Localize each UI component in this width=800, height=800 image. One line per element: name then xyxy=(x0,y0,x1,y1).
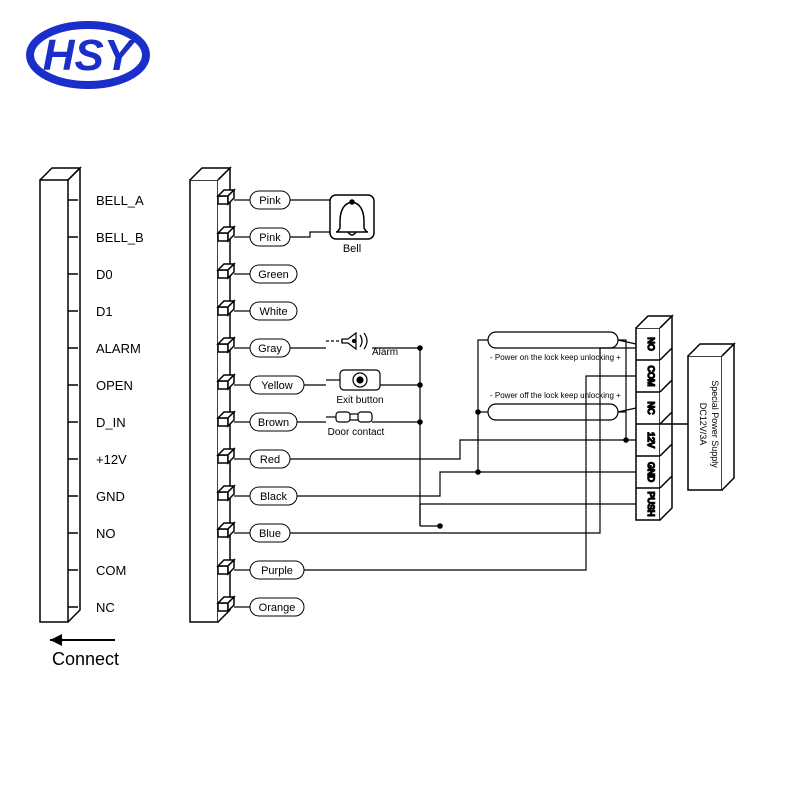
svg-text:Pink: Pink xyxy=(259,232,281,244)
wire xyxy=(420,504,636,526)
color-pill: Yellow xyxy=(234,376,304,394)
svg-text:−: − xyxy=(500,332,508,347)
svg-text:Orange: Orange xyxy=(259,602,296,614)
middle-connector xyxy=(190,168,234,622)
terminal-label: NO xyxy=(96,526,116,541)
svg-text:−: − xyxy=(500,404,508,419)
psu-label-2: Special Power Supply xyxy=(710,380,720,468)
terminal-label: D0 xyxy=(96,267,113,282)
color-labels: Pink Pink Green White Gray Yellow Brown Red Blac… xyxy=(234,191,304,616)
color-pill: Pink xyxy=(234,228,290,246)
polarity-bar-bottom: − + - Power off the lock keep unlocking … xyxy=(488,391,621,420)
terminal-label: ALARM xyxy=(96,341,141,356)
svg-text:+: + xyxy=(604,405,612,420)
terminal-labels: BELL_A BELL_B D0 D1 ALARM OPEN D_IN +12V GND NO CO… xyxy=(96,193,144,615)
color-pill: Brown xyxy=(234,413,297,431)
wire xyxy=(290,232,330,237)
wire xyxy=(297,472,636,496)
alarm-icon: Alarm xyxy=(326,333,398,358)
svg-text:Purple: Purple xyxy=(261,565,293,577)
psu-terminal-label: COM xyxy=(646,366,656,387)
wire xyxy=(618,408,636,412)
color-pill: Purple xyxy=(234,561,304,579)
logo: HSY xyxy=(30,25,146,85)
color-pill: Blue xyxy=(234,524,290,542)
wire xyxy=(618,340,636,344)
psu-terminal-label: 12V xyxy=(646,432,656,448)
color-pill: Red xyxy=(234,450,290,468)
exit-button-icon: Exit button xyxy=(326,370,384,406)
svg-text:White: White xyxy=(259,306,287,318)
terminal-label: D1 xyxy=(96,304,113,319)
color-pill: Black xyxy=(234,487,297,505)
exit-button-label: Exit button xyxy=(336,395,383,406)
psu-terminal-label: NO xyxy=(646,337,656,351)
svg-text:Yellow: Yellow xyxy=(261,380,292,392)
psu-terminal-label: NC xyxy=(646,402,656,415)
terminal-label: BELL_B xyxy=(96,230,144,245)
psu-terminal-label: GND xyxy=(646,462,656,483)
terminal-label: GND xyxy=(96,489,125,504)
door-contact-icon: Door contact xyxy=(326,412,385,438)
terminal-label: D_IN xyxy=(96,415,126,430)
color-pill: White xyxy=(234,302,297,320)
psu-terminals: NO COM NC 12V GND PUSH xyxy=(636,316,672,520)
svg-text:Black: Black xyxy=(260,491,287,503)
left-connector xyxy=(40,168,80,622)
power-on-note: - Power on the lock keep unlocking + xyxy=(490,353,621,362)
power-off-note: - Power off the lock keep unlocking + xyxy=(490,391,621,400)
terminal-label: BELL_A xyxy=(96,193,144,208)
svg-text:Green: Green xyxy=(258,269,289,281)
bell-label: Bell xyxy=(343,243,361,255)
psu-terminal-label: PUSH xyxy=(646,491,656,516)
psu-label-1: DC12V/3A xyxy=(698,403,708,446)
svg-text:Blue: Blue xyxy=(259,528,281,540)
logo-text: HSY xyxy=(43,31,137,80)
svg-text:+: + xyxy=(604,333,612,348)
terminal-label: +12V xyxy=(96,452,127,467)
alarm-label: Alarm xyxy=(372,347,398,358)
connect-label: Connect xyxy=(52,649,119,669)
svg-text:Brown: Brown xyxy=(258,417,289,429)
terminal-label: NC xyxy=(96,600,115,615)
color-pill: Pink xyxy=(234,191,290,209)
wire xyxy=(478,340,488,472)
polarity-bar-top: − + - Power on the lock keep unlocking + xyxy=(488,332,621,362)
psu-box: DC12V/3A Special Power Supply xyxy=(688,344,734,490)
color-pill: Gray xyxy=(234,339,290,357)
svg-text:Red: Red xyxy=(260,454,280,466)
wire xyxy=(290,440,636,459)
door-contact-label: Door contact xyxy=(328,427,385,438)
color-pill: Green xyxy=(234,265,297,283)
terminal-label: COM xyxy=(96,563,126,578)
wiring-diagram: HSY Connect BELL_A BELL_B D0 D1 ALARM OPEN D_I… xyxy=(0,0,800,800)
svg-text:Pink: Pink xyxy=(259,195,281,207)
terminal-label: OPEN xyxy=(96,378,133,393)
connect-arrow: Connect xyxy=(50,634,119,669)
bell-icon: Bell xyxy=(330,195,374,255)
color-pill: Orange xyxy=(234,598,304,616)
svg-text:Gray: Gray xyxy=(258,343,282,355)
